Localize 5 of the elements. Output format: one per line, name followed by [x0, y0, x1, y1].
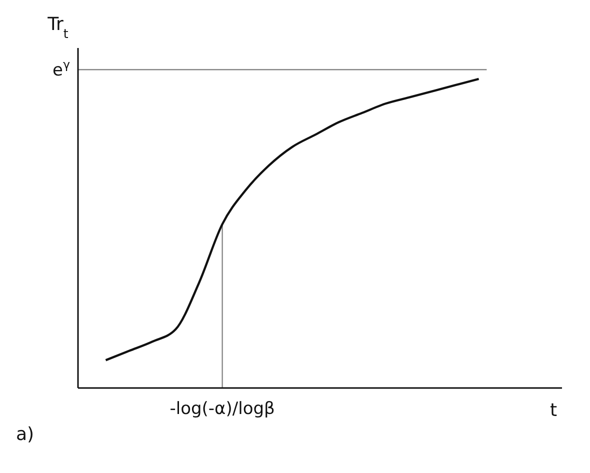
x-axis-title: t	[550, 400, 557, 421]
ref-line-label: e$^{γ}$	[52, 58, 70, 81]
text: a)	[16, 424, 34, 445]
annotation: -log(-α)/logβ	[170, 399, 275, 419]
y-axis-title: Tr$_{t}$	[46, 14, 68, 40]
